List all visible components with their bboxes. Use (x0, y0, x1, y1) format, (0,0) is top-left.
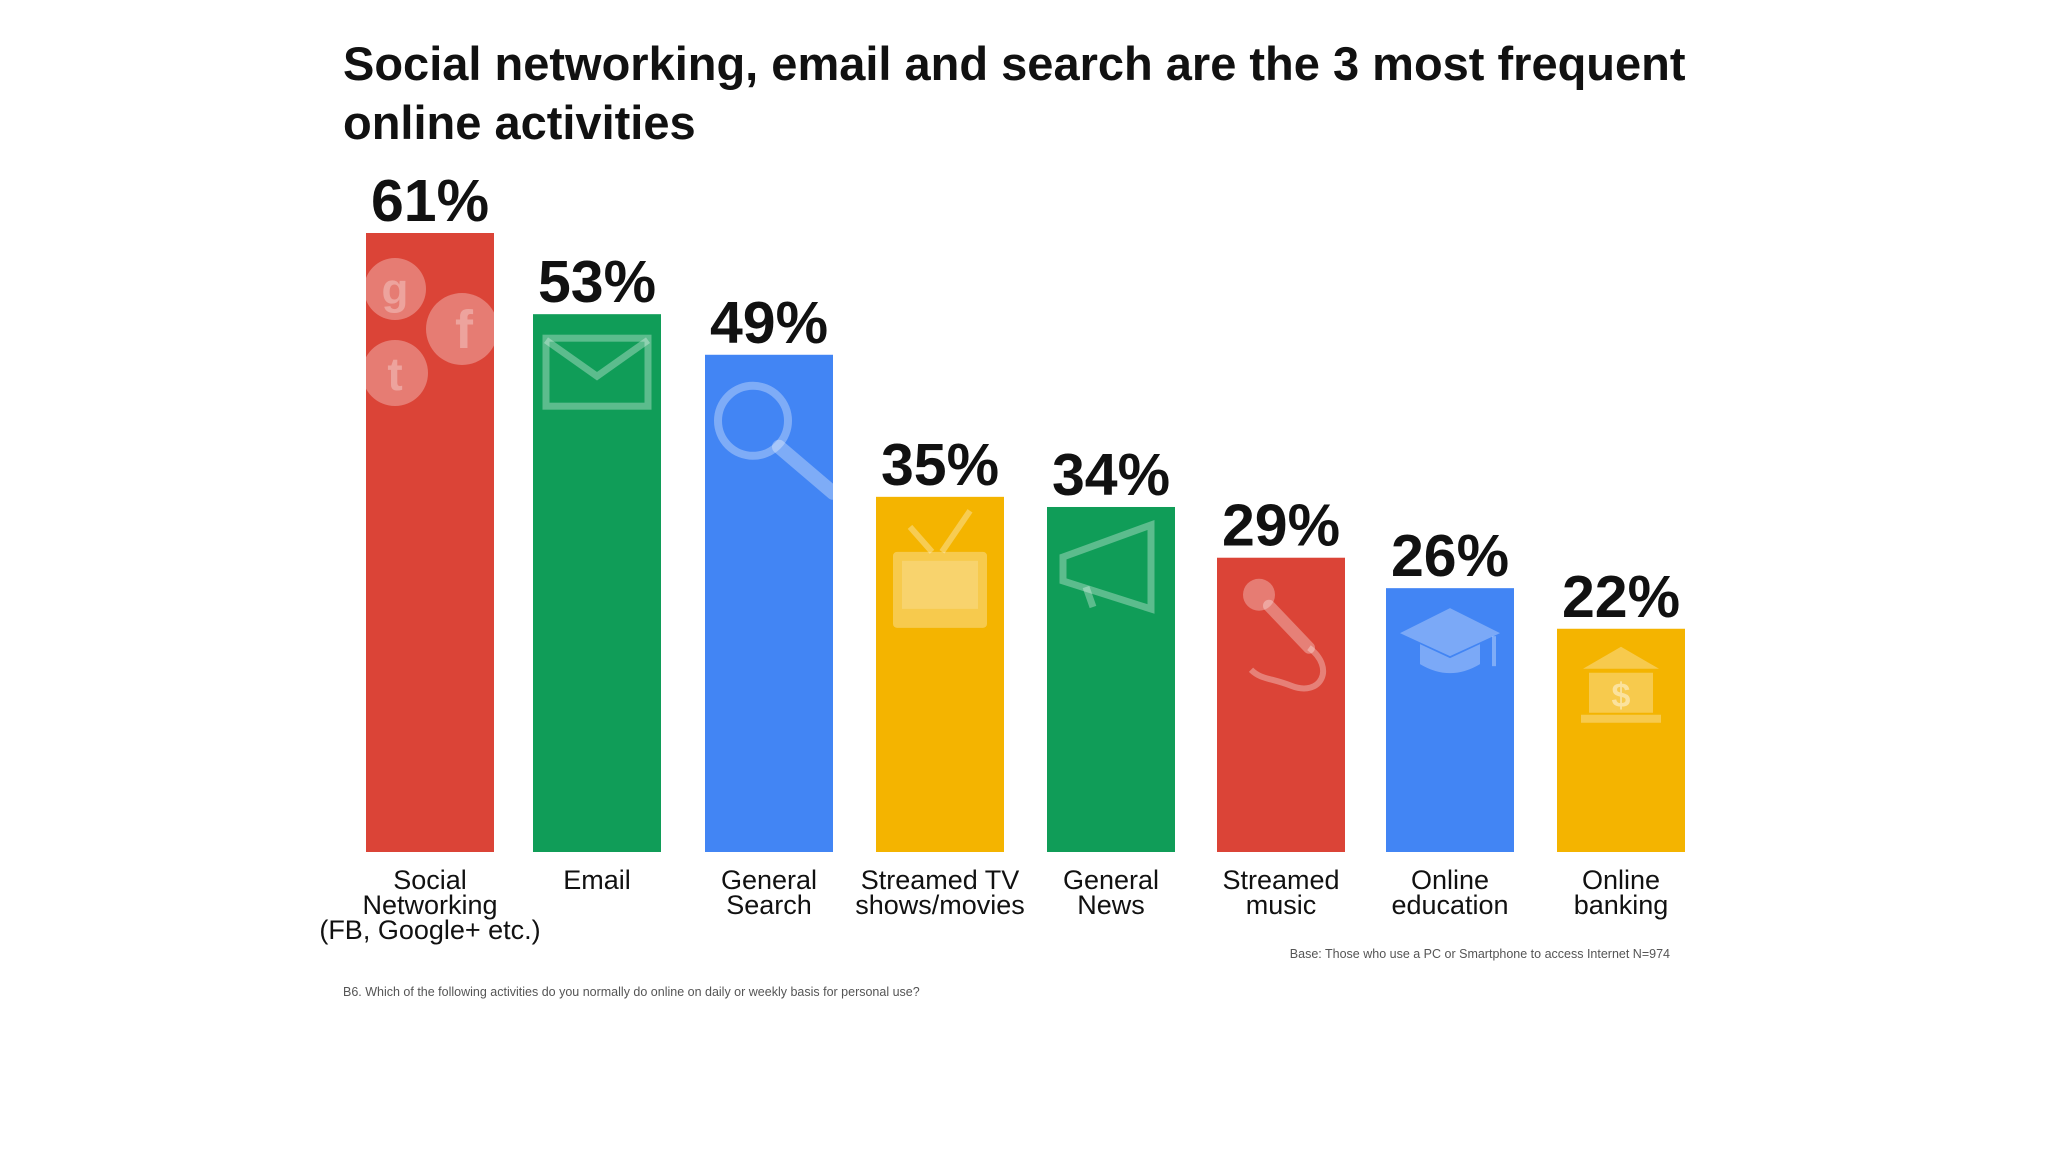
magnifier-icon (714, 381, 840, 500)
svg-text:t: t (387, 348, 402, 400)
question-note: B6. Which of the following activities do… (343, 985, 920, 999)
value-labels-layer: 61% 53% 49% 35% 34% 29% 26% 22% (371, 168, 1680, 630)
category-label-general-search: General Search (721, 865, 817, 920)
value-label-streamed-tv-shows-movies: 35% (881, 432, 999, 498)
megaphone-icon (1059, 519, 1155, 614)
value-label-social-networking-fb-google-etc: 61% (371, 168, 489, 234)
bank-icon: $ (1581, 646, 1661, 723)
svg-text:f: f (455, 300, 474, 360)
svg-text:$: $ (1612, 677, 1631, 715)
microphone-icon (1243, 578, 1326, 692)
value-label-general-search: 49% (710, 290, 828, 356)
category-label-social-networking-fb-google-etc: Social Networking (FB, Google+ etc.) (319, 865, 540, 945)
bar-streamed-music (1217, 557, 1345, 852)
category-label-email: Email (563, 865, 631, 895)
bar-general-search (705, 354, 833, 852)
bars-layer (366, 233, 1685, 853)
category-label-streamed-music: Streamed music (1222, 865, 1339, 920)
envelope-icon (542, 334, 652, 410)
base-note: Base: Those who use a PC or Smartphone t… (1290, 947, 1670, 961)
category-label-general-news: General News (1063, 865, 1159, 920)
graduation-cap-icon (1400, 608, 1500, 674)
social-icons: gf t (362, 258, 498, 406)
value-label-general-news: 34% (1052, 442, 1170, 508)
bar-online-banking (1557, 628, 1685, 852)
bar-general-news (1047, 506, 1175, 852)
value-label-email: 53% (538, 249, 656, 315)
svg-text:g: g (382, 265, 409, 314)
icons-layer: gf t $ (362, 258, 1661, 723)
category-label-streamed-tv-shows-movies: Streamed TV shows/movies (855, 865, 1025, 920)
category-label-online-education: Online education (1391, 865, 1508, 920)
chart-title: Social networking, email and search are … (343, 37, 1686, 149)
bar-online-education (1386, 588, 1514, 852)
category-label-online-banking: Online banking (1574, 865, 1669, 920)
value-label-online-education: 26% (1391, 523, 1509, 589)
tv-icon (893, 509, 987, 628)
bar-social-networking-fb-google-etc (366, 233, 494, 852)
category-labels-layer: Social Networking (FB, Google+ etc.) Email G… (319, 865, 1668, 945)
value-label-online-banking: 22% (1562, 564, 1680, 630)
value-label-streamed-music: 29% (1222, 493, 1340, 559)
bar-streamed-tv-shows-movies (876, 496, 1004, 852)
bar-email (533, 314, 661, 853)
